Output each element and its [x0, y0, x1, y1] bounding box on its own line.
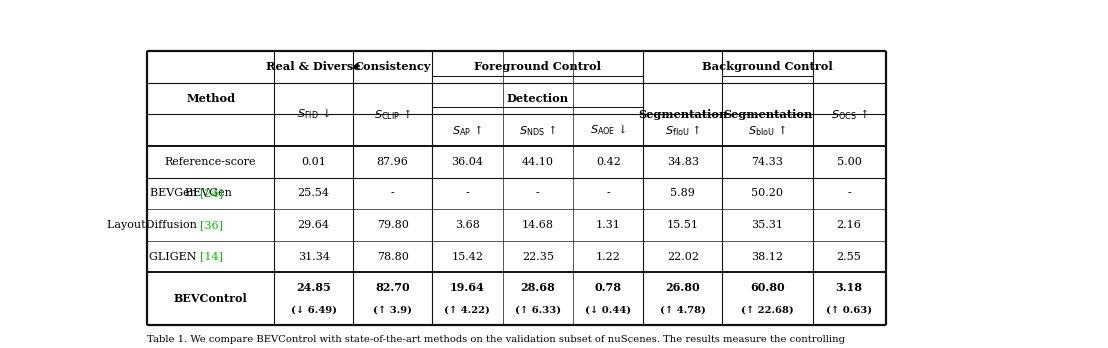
Text: $S_{\mathrm{AP}}$ ↑: $S_{\mathrm{AP}}$ ↑: [452, 123, 483, 137]
Text: 44.10: 44.10: [522, 157, 554, 167]
Text: 22.35: 22.35: [522, 252, 554, 262]
Text: 0.78: 0.78: [595, 282, 622, 293]
Text: 24.85: 24.85: [296, 282, 331, 293]
Text: Detection: Detection: [506, 93, 568, 104]
Text: $S_{\mathrm{OCS}}$ ↑: $S_{\mathrm{OCS}}$ ↑: [831, 107, 868, 122]
Text: Segmentation: Segmentation: [722, 109, 812, 120]
Text: 31.34: 31.34: [298, 252, 330, 262]
Text: $S_{\mathrm{fIoU}}$ ↑: $S_{\mathrm{fIoU}}$ ↑: [665, 123, 701, 137]
Text: Background Control: Background Control: [702, 62, 833, 72]
Text: Reference-score: Reference-score: [165, 157, 256, 167]
Text: 2.16: 2.16: [837, 220, 862, 230]
Text: (↑ 4.78): (↑ 4.78): [660, 306, 706, 315]
Text: [24]: [24]: [201, 188, 224, 198]
Text: 19.64: 19.64: [450, 282, 485, 293]
Text: Real & Diverse: Real & Diverse: [266, 62, 361, 72]
Text: 15.51: 15.51: [667, 220, 699, 230]
Text: -: -: [848, 188, 851, 198]
Text: 3.68: 3.68: [455, 220, 480, 230]
Text: (↓ 0.44): (↓ 0.44): [585, 306, 632, 315]
Text: Consistency: Consistency: [355, 62, 431, 72]
Text: 60.80: 60.80: [750, 282, 784, 293]
Text: 3.18: 3.18: [835, 282, 862, 293]
Text: $S_{\mathrm{bIoU}}$ ↑: $S_{\mathrm{bIoU}}$ ↑: [748, 123, 787, 137]
Text: 82.70: 82.70: [376, 282, 410, 293]
Text: $S_{\mathrm{NDS}}$ ↑: $S_{\mathrm{NDS}}$ ↑: [520, 123, 556, 137]
Text: 35.31: 35.31: [751, 220, 783, 230]
Text: 78.80: 78.80: [377, 252, 409, 262]
Text: 74.33: 74.33: [751, 157, 783, 167]
Text: 15.42: 15.42: [451, 252, 483, 262]
Text: 87.96: 87.96: [377, 157, 409, 167]
Text: 50.20: 50.20: [751, 188, 783, 198]
Text: [36]: [36]: [201, 220, 224, 230]
Text: GLIGEN: GLIGEN: [150, 252, 201, 262]
Text: $S_{\mathrm{AOE}}$ ↓: $S_{\mathrm{AOE}}$ ↓: [589, 123, 627, 137]
Text: 28.68: 28.68: [521, 282, 555, 293]
Text: -: -: [606, 188, 611, 198]
Text: -: -: [391, 188, 394, 198]
Text: $S_{\mathrm{CLIP}}$ ↑: $S_{\mathrm{CLIP}}$ ↑: [375, 107, 411, 122]
Text: (↑ 6.33): (↑ 6.33): [515, 306, 561, 315]
Text: -: -: [465, 188, 470, 198]
Text: Table 1. We compare BEVControl with state-of-the-art methods on the validation s: Table 1. We compare BEVControl with stat…: [147, 335, 845, 348]
Text: 79.80: 79.80: [377, 220, 409, 230]
Text: 26.80: 26.80: [666, 282, 700, 293]
Text: 0.01: 0.01: [301, 157, 326, 167]
Text: LayoutDiffusion: LayoutDiffusion: [107, 220, 201, 230]
Text: Foreground Control: Foreground Control: [474, 62, 602, 72]
Text: 25.54: 25.54: [298, 188, 330, 198]
Text: 34.83: 34.83: [667, 157, 699, 167]
Text: -: -: [536, 188, 540, 198]
Text: Method: Method: [186, 93, 235, 104]
Text: 5.00: 5.00: [837, 157, 862, 167]
Text: 38.12: 38.12: [751, 252, 783, 262]
Text: 5.89: 5.89: [670, 188, 696, 198]
Text: 36.04: 36.04: [451, 157, 483, 167]
Text: 14.68: 14.68: [522, 220, 554, 230]
Text: (↓ 6.49): (↓ 6.49): [290, 306, 337, 315]
Text: BEVControl: BEVControl: [174, 293, 247, 304]
Text: BEVGen: BEVGen: [185, 188, 236, 198]
Text: 22.02: 22.02: [667, 252, 699, 262]
Text: (↑ 0.63): (↑ 0.63): [825, 306, 872, 315]
Text: 2.55: 2.55: [837, 252, 862, 262]
Text: 1.31: 1.31: [596, 220, 620, 230]
Text: Segmentation: Segmentation: [638, 109, 728, 120]
Text: 29.64: 29.64: [298, 220, 330, 230]
Text: (↑ 3.9): (↑ 3.9): [373, 306, 412, 315]
Text: [14]: [14]: [201, 252, 224, 262]
Text: BEVGen: BEVGen: [150, 188, 201, 198]
Text: (↑ 22.68): (↑ 22.68): [741, 306, 793, 315]
Text: $S_{\mathrm{FID}}$ ↓: $S_{\mathrm{FID}}$ ↓: [297, 108, 330, 121]
Text: 0.42: 0.42: [596, 157, 620, 167]
Text: 1.22: 1.22: [596, 252, 620, 262]
Text: (↑ 4.22): (↑ 4.22): [444, 306, 491, 315]
